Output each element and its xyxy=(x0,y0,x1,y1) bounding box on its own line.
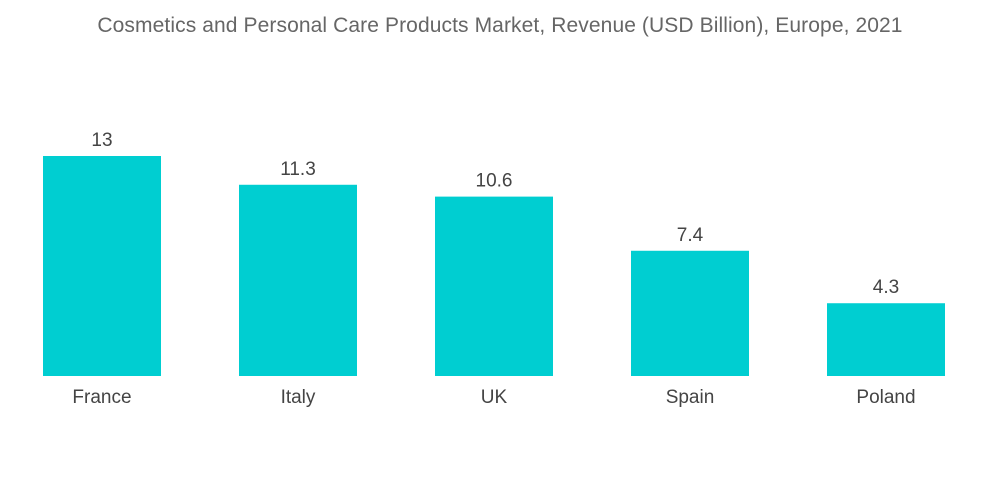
bar-poland xyxy=(827,303,945,376)
category-label-uk: UK xyxy=(481,387,508,408)
bar-italy xyxy=(239,184,357,376)
value-label-italy: 11.3 xyxy=(280,159,316,180)
bar-uk xyxy=(435,196,553,376)
value-label-france: 13 xyxy=(91,130,112,151)
category-label-spain: Spain xyxy=(666,387,715,408)
bar-spain xyxy=(631,250,749,376)
value-label-spain: 7.4 xyxy=(677,225,704,246)
category-label-italy: Italy xyxy=(281,387,316,408)
category-label-poland: Poland xyxy=(856,387,915,408)
value-label-poland: 4.3 xyxy=(873,277,899,298)
category-label-france: France xyxy=(72,387,131,408)
bar-france xyxy=(43,156,161,376)
chart-title: Cosmetics and Personal Care Products Mar… xyxy=(97,14,903,37)
value-label-uk: 10.6 xyxy=(476,171,513,192)
